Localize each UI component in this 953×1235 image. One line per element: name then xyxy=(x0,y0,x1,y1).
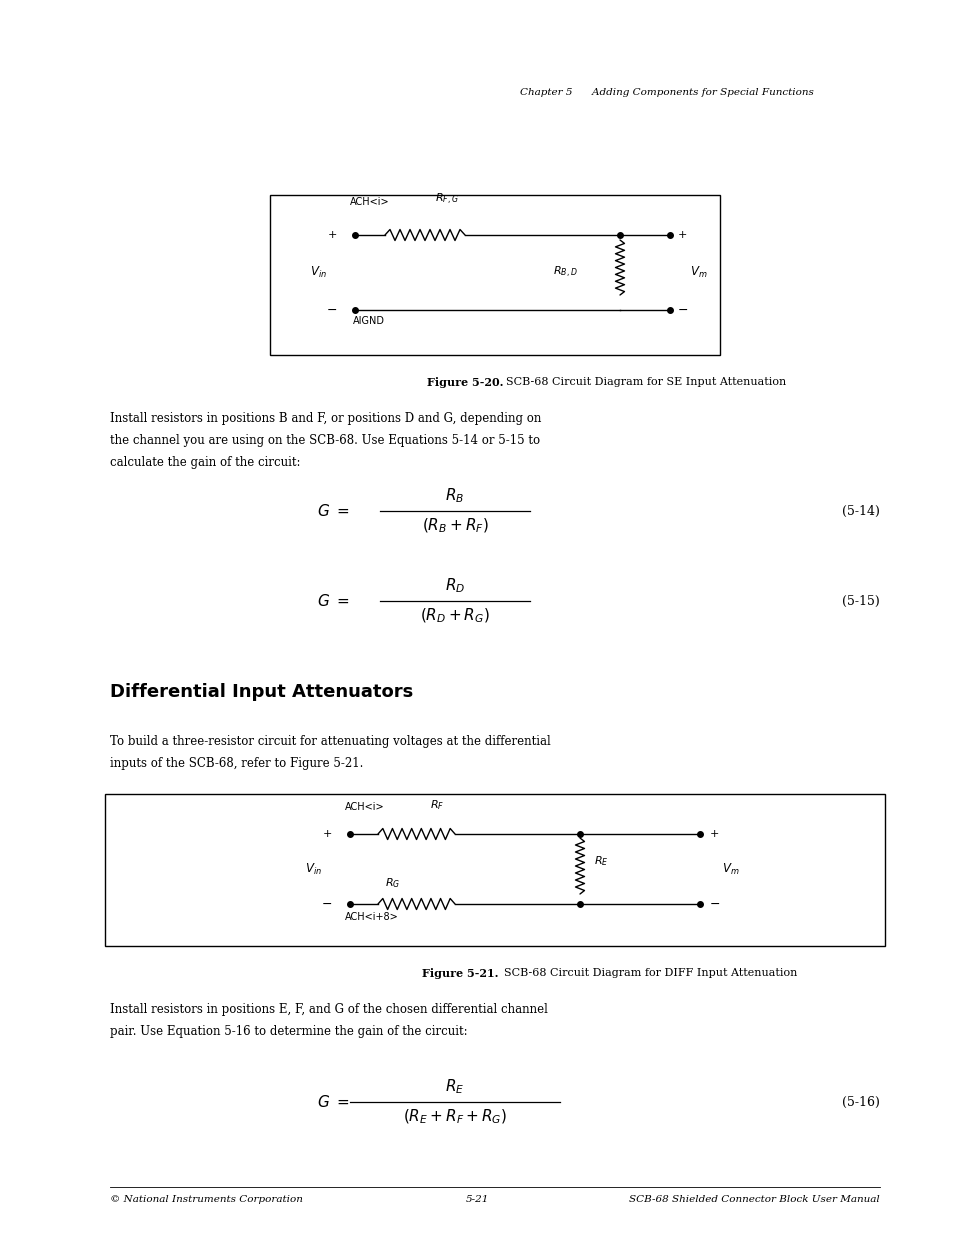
Text: $G\ =$: $G\ =$ xyxy=(316,1094,350,1110)
Text: © National Instruments Corporation: © National Instruments Corporation xyxy=(110,1195,302,1204)
Text: $G\ =$: $G\ =$ xyxy=(316,593,350,609)
Text: $(R_D + R_G)$: $(R_D + R_G)$ xyxy=(419,606,490,625)
Text: $R_{F,G}$: $R_{F,G}$ xyxy=(435,191,458,207)
Text: Install resistors in positions B and F, or positions D and G, depending on: Install resistors in positions B and F, … xyxy=(110,412,540,425)
Text: 5-21: 5-21 xyxy=(465,1195,488,1204)
Text: $R_E$: $R_E$ xyxy=(594,855,608,868)
Text: $V_m$: $V_m$ xyxy=(689,266,707,280)
Text: $V_{in}$: $V_{in}$ xyxy=(310,266,327,280)
Text: (5-16): (5-16) xyxy=(841,1095,879,1109)
Text: Figure 5-21.: Figure 5-21. xyxy=(421,968,498,979)
Text: −: − xyxy=(709,898,720,910)
Text: +: + xyxy=(678,230,687,240)
Text: $G\ =$: $G\ =$ xyxy=(316,503,350,519)
Text: ACH<i>: ACH<i> xyxy=(345,802,384,811)
Text: the channel you are using on the SCB-68. Use Equations 5-14 or 5-15 to: the channel you are using on the SCB-68.… xyxy=(110,433,539,447)
Text: ACH<i>: ACH<i> xyxy=(350,198,389,207)
Text: $R_F$: $R_F$ xyxy=(430,798,444,811)
Text: $R_{B,D}$: $R_{B,D}$ xyxy=(553,266,578,280)
Text: $R_B$: $R_B$ xyxy=(445,487,464,505)
Text: inputs of the SCB-68, refer to Figure 5-21.: inputs of the SCB-68, refer to Figure 5-… xyxy=(110,757,363,769)
Text: $V_m$: $V_m$ xyxy=(721,862,739,877)
Text: SCB-68 Shielded Connector Block User Manual: SCB-68 Shielded Connector Block User Man… xyxy=(629,1195,879,1204)
Text: $(R_E + R_F + R_G)$: $(R_E + R_F + R_G)$ xyxy=(402,1108,507,1126)
Text: SCB-68 Circuit Diagram for SE Input Attenuation: SCB-68 Circuit Diagram for SE Input Atte… xyxy=(498,377,785,387)
Text: −: − xyxy=(678,304,688,316)
Text: $(R_B + R_F)$: $(R_B + R_F)$ xyxy=(421,517,488,536)
Bar xyxy=(105,794,884,946)
Text: calculate the gain of the circuit:: calculate the gain of the circuit: xyxy=(110,456,300,469)
Text: Install resistors in positions E, F, and G of the chosen differential channel: Install resistors in positions E, F, and… xyxy=(110,1003,547,1016)
Text: Figure 5-20.: Figure 5-20. xyxy=(427,377,503,388)
Text: (5-14): (5-14) xyxy=(841,505,879,517)
Text: +: + xyxy=(327,230,336,240)
Text: $V_{in}$: $V_{in}$ xyxy=(305,862,322,877)
Text: −: − xyxy=(321,898,332,910)
Text: $R_G$: $R_G$ xyxy=(385,876,400,890)
Text: Differential Input Attenuators: Differential Input Attenuators xyxy=(110,683,413,701)
Text: +: + xyxy=(709,829,719,839)
Text: Chapter 5      Adding Components for Special Functions: Chapter 5 Adding Components for Special … xyxy=(519,88,813,98)
Text: SCB-68 Circuit Diagram for DIFF Input Attenuation: SCB-68 Circuit Diagram for DIFF Input At… xyxy=(497,968,797,978)
Text: ACH<i+8>: ACH<i+8> xyxy=(345,911,398,923)
Bar xyxy=(270,195,720,354)
Text: To build a three-resistor circuit for attenuating voltages at the differential: To build a three-resistor circuit for at… xyxy=(110,735,550,748)
Text: $R_E$: $R_E$ xyxy=(445,1077,464,1095)
Text: +: + xyxy=(322,829,332,839)
Text: −: − xyxy=(326,304,336,316)
Text: pair. Use Equation 5-16 to determine the gain of the circuit:: pair. Use Equation 5-16 to determine the… xyxy=(110,1025,467,1037)
Text: (5-15): (5-15) xyxy=(841,594,879,608)
Text: $R_D$: $R_D$ xyxy=(444,577,465,595)
Text: AIGND: AIGND xyxy=(353,316,385,326)
